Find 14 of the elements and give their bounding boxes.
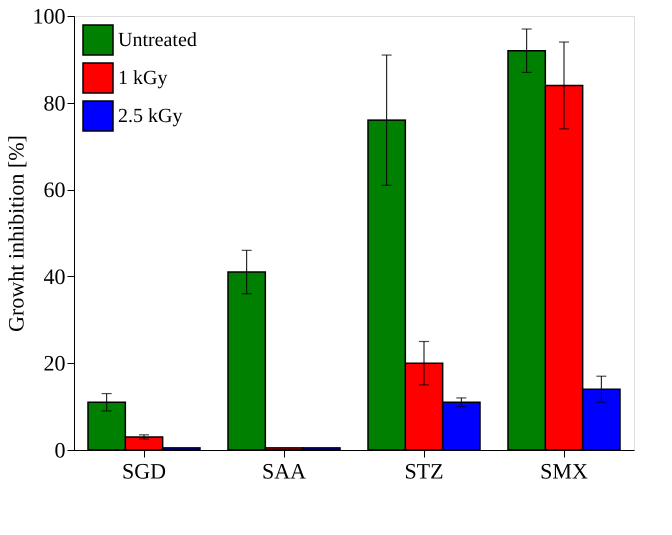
y-tick-label: 100	[32, 4, 66, 28]
legend-label: 1 kGy	[118, 67, 168, 89]
y-tick-label: 40	[44, 264, 66, 289]
y-tick-label: 20	[44, 350, 66, 376]
x-tick-label: SGD	[122, 458, 166, 484]
legend-label: Untreated	[118, 29, 197, 51]
x-tick-label: STZ	[404, 458, 444, 484]
y-tick-label: 60	[44, 177, 66, 202]
y-tick-label: 0	[54, 438, 66, 462]
legend-label: 2.5 kGy	[118, 105, 182, 127]
x-tick-label: SMX	[540, 458, 588, 484]
x-tick-label: SAA	[262, 458, 306, 484]
y-tick-label: 80	[44, 90, 66, 116]
y-axis-title: Growht inhibition [%]	[4, 135, 28, 332]
